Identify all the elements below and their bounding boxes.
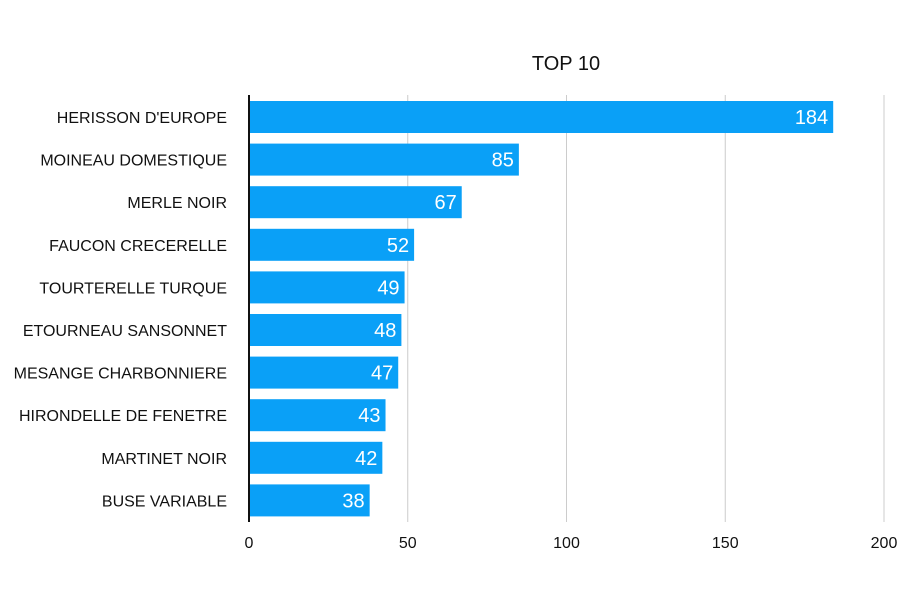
- bar: [249, 101, 834, 133]
- x-tick-label: 0: [245, 535, 254, 552]
- bar: [249, 399, 386, 432]
- x-tick-label: 100: [553, 535, 580, 552]
- bar: [249, 484, 370, 517]
- value-label: 38: [342, 490, 364, 512]
- bar-layer: [249, 101, 834, 517]
- category-label: MARTINET NOIR: [101, 451, 227, 468]
- value-label: 184: [795, 107, 828, 129]
- category-label: BUSE VARIABLE: [102, 493, 227, 510]
- value-label: 47: [371, 363, 393, 385]
- x-tick-label: 200: [871, 535, 898, 552]
- grid-layer: [407, 95, 885, 522]
- category-label: HERISSON D'EUROPE: [57, 110, 227, 127]
- bar: [249, 441, 383, 474]
- value-label: 67: [434, 192, 456, 214]
- category-label: HIRONDELLE DE FENETRE: [19, 408, 227, 425]
- category-label: MERLE NOIR: [127, 195, 227, 212]
- chart-title: TOP 10: [532, 53, 600, 75]
- label-layer: 0 50 100 150 200 HERISSON D'EUROPE 184 MOINEAU …: [14, 107, 898, 552]
- category-label: TOURTERELLE TURQUE: [39, 280, 227, 297]
- category-label: MOINEAU DOMESTIQUE: [40, 153, 227, 170]
- bar: [249, 314, 402, 346]
- x-tick-label: 150: [712, 535, 739, 552]
- value-label: 52: [387, 235, 409, 257]
- category-label: FAUCON CRECERELLE: [49, 238, 227, 255]
- bar: [249, 143, 519, 176]
- value-label: 43: [358, 405, 380, 427]
- value-label: 49: [377, 277, 399, 299]
- value-label: 42: [355, 448, 377, 470]
- bar: [249, 186, 462, 219]
- category-label: ETOURNEAU SANSONNET: [23, 323, 227, 340]
- value-label: 85: [492, 150, 514, 172]
- bar: [249, 271, 405, 304]
- value-label: 48: [374, 320, 396, 342]
- bar: [249, 356, 399, 389]
- bar: [249, 228, 415, 261]
- category-label: MESANGE CHARBONNIERE: [14, 366, 227, 383]
- x-tick-label: 50: [399, 535, 417, 552]
